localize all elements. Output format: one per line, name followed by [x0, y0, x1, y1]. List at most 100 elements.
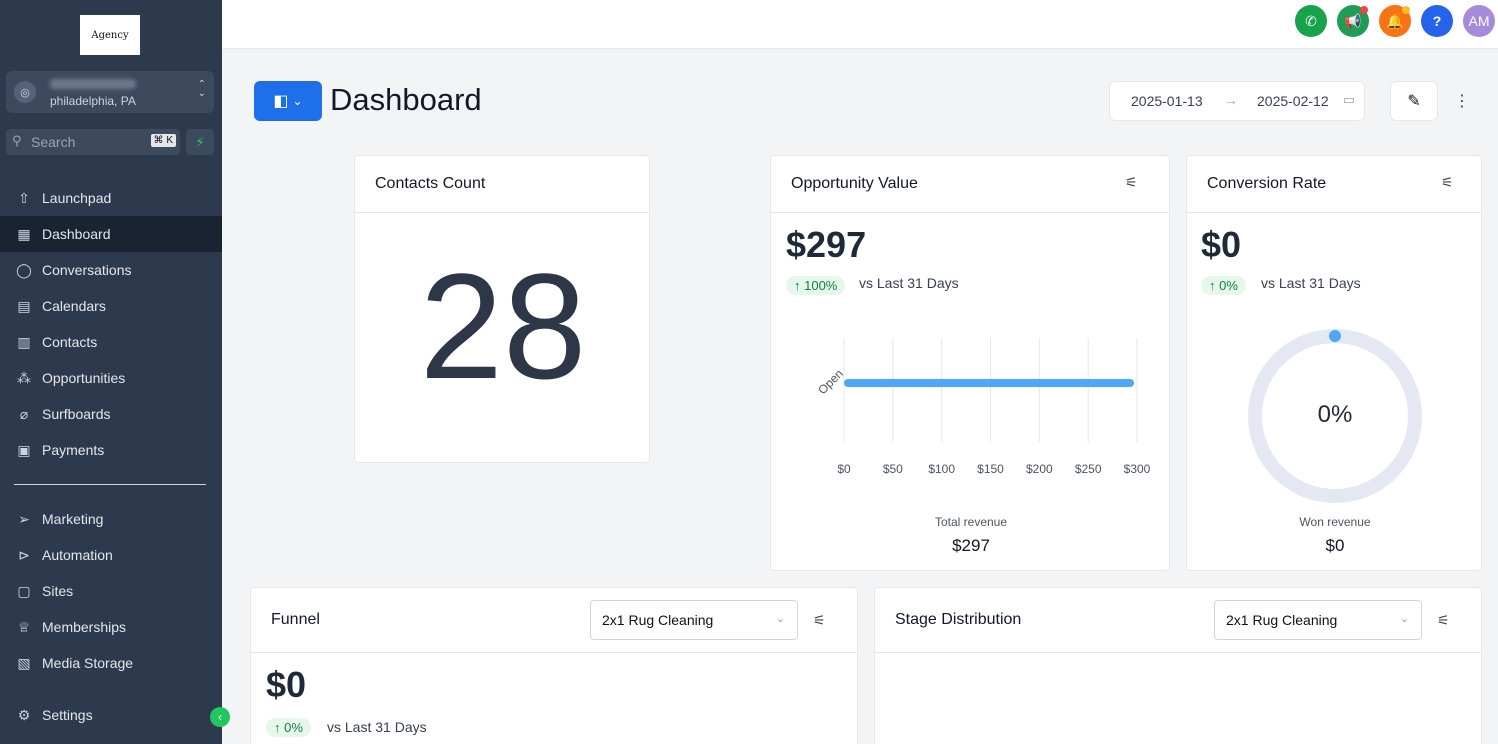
sidebar-item-contacts[interactable]: ▥ Contacts: [0, 324, 222, 360]
card-title: Contacts Count: [375, 175, 486, 192]
sidebar-item-dashboard[interactable]: ▦ Dashboard: [0, 216, 222, 252]
contacts-count-card: Contacts Count 28: [354, 155, 650, 463]
gauge-indicator: [1329, 330, 1341, 342]
opportunity-value-card: Opportunity Value ⚟ $297 ↑ 100% vs Last …: [770, 155, 1170, 571]
surfboard-icon: ⌀: [19, 405, 29, 422]
sidebar-item-label: Payments: [42, 442, 105, 458]
pipeline-select[interactable]: 2x1 Rug Cleaning ⌄: [590, 600, 798, 640]
conversion-value: $0: [1201, 224, 1242, 265]
bar-open[interactable]: [844, 379, 1135, 387]
date-start: 2025-01-13: [1131, 93, 1203, 109]
bolt-icon: ⚡: [195, 133, 205, 150]
y-category-label: Open: [815, 366, 846, 397]
sites-icon: ▢: [17, 582, 31, 599]
notification-dot: [1360, 6, 1368, 14]
chevron-updown-icon: ⌃ ⌄: [197, 79, 206, 99]
comparison-label: vs Last 31 Days: [1261, 275, 1361, 291]
layout-switcher-button[interactable]: ◧ ⌄: [254, 81, 322, 121]
comparison-label: vs Last 31 Days: [327, 719, 427, 735]
conversion-gauge: [1248, 329, 1422, 503]
opportunity-bar-chart: $0 $50 $100 $150 $200 $250 $300 Open: [815, 338, 1151, 476]
card-header: Funnel 2x1 Rug Cleaning ⌄ ⚟: [251, 588, 857, 653]
sidebar-item-payments[interactable]: ▣ Payments: [0, 432, 222, 468]
footer-value: $0: [1325, 536, 1345, 555]
location-switcher[interactable]: ◎ philadelphia, PA ⌃ ⌄: [6, 71, 214, 113]
pipeline-select[interactable]: 2x1 Rug Cleaning ⌄: [1214, 600, 1422, 640]
sidebar-item-label: Sites: [42, 583, 74, 599]
image-icon: ▧: [17, 654, 31, 671]
sidebar-item-label: Opportunities: [42, 370, 126, 386]
opportunity-value: $297: [786, 224, 867, 265]
arrow-right-icon: →: [1224, 92, 1238, 108]
contacts-count-value: 28: [419, 242, 587, 410]
calendar-icon: ▭: [1342, 92, 1355, 107]
send-icon: ➢: [18, 510, 30, 527]
phone-button[interactable]: ✆: [1295, 5, 1327, 37]
sidebar-item-launchpad[interactable]: ⇧ Launchpad: [0, 180, 222, 216]
agency-logo[interactable]: Agency: [80, 15, 140, 55]
sidebar-item-label: Automation: [42, 547, 113, 563]
collapse-sidebar-button[interactable]: ‹: [210, 707, 230, 727]
sidebar-item-media-storage[interactable]: ▧ Media Storage: [0, 645, 222, 681]
filter-settings-icon[interactable]: ⚟: [813, 612, 826, 628]
sidebar-item-automation[interactable]: ⊳ Automation: [0, 537, 222, 573]
x-tick-label: $0: [837, 462, 851, 476]
more-options-button[interactable]: ⋮: [1452, 88, 1472, 114]
filter-settings-icon[interactable]: ⚟: [1125, 174, 1138, 190]
question-icon: ?: [1432, 13, 1442, 29]
sidebar-item-sites[interactable]: ▢ Sites: [0, 573, 222, 609]
location-name-redacted: [50, 79, 136, 89]
filter-settings-icon[interactable]: ⚟: [1441, 174, 1454, 190]
card-title: Stage Distribution: [895, 611, 1022, 628]
sidebar-item-memberships[interactable]: ♕ Memberships: [0, 609, 222, 645]
sidebar: Agency ◎ philadelphia, PA ⌃ ⌄ ⚲ Search ⌘ …: [0, 0, 230, 744]
sidebar-item-marketing[interactable]: ➢ Marketing: [0, 501, 222, 537]
pencil-icon: ✎: [1407, 93, 1421, 110]
announcements-button[interactable]: 📢: [1337, 5, 1369, 37]
filter-settings-icon[interactable]: ⚟: [1437, 612, 1450, 628]
change-badge: ↑ 0%: [1201, 276, 1246, 295]
x-tick-label: $50: [883, 462, 903, 476]
avatar[interactable]: AM: [1463, 5, 1495, 37]
funnel-card: Funnel 2x1 Rug Cleaning ⌄ ⚟ $0 ↑ 0% vs L…: [250, 587, 858, 744]
quick-action-button[interactable]: ⚡: [186, 129, 214, 155]
funnel-icon: ⁂: [17, 369, 31, 386]
footer-value: $297: [952, 536, 990, 555]
sidebar-item-settings[interactable]: ⚙ Settings: [0, 697, 222, 733]
sidebar-item-label: Memberships: [42, 619, 127, 635]
help-button[interactable]: ?: [1421, 5, 1453, 37]
card-header: Contacts Count: [355, 156, 649, 213]
sidebar-item-opportunities[interactable]: ⁂ Opportunities: [0, 360, 222, 396]
chevron-left-icon: ‹: [218, 710, 222, 724]
chevron-down-icon: ⌄: [292, 94, 303, 108]
sidebar-item-calendars[interactable]: ▤ Calendars: [0, 288, 222, 324]
edit-dashboard-button[interactable]: ✎: [1390, 81, 1438, 121]
notifications-button[interactable]: 🔔: [1379, 5, 1411, 37]
search-placeholder: Search: [31, 134, 76, 150]
sidebar-divider: [14, 484, 206, 485]
sidebar-item-label: Contacts: [42, 334, 98, 350]
calendar-icon: ▤: [17, 297, 31, 314]
date-range-picker[interactable]: 2025-01-13 → 2025-02-12 ▭: [1109, 81, 1365, 121]
card-title: Funnel: [271, 611, 320, 628]
funnel-value: $0: [266, 664, 307, 705]
search-shortcut: ⌘ K: [150, 134, 176, 147]
receipt-icon: ▣: [17, 441, 31, 458]
contacts-icon: ▥: [17, 333, 31, 350]
automation-icon: ⊳: [18, 546, 30, 563]
location-icon: ◎: [14, 81, 36, 103]
x-tick-label: $200: [1026, 462, 1053, 476]
chevron-down-icon: ⌄: [775, 613, 785, 625]
sidebar-item-conversations[interactable]: ◯ Conversations: [0, 252, 222, 288]
sidebar-item-label: Media Storage: [42, 655, 134, 671]
card-title: Conversion Rate: [1207, 175, 1327, 192]
search-input[interactable]: ⚲ Search ⌘ K: [6, 129, 180, 155]
search-icon: ⚲: [12, 133, 22, 148]
gear-icon: ⚙: [17, 706, 31, 723]
layout-icon: ◧: [273, 93, 289, 110]
avatar-initials: AM: [1468, 13, 1490, 29]
sidebar-item-label: Dashboard: [42, 226, 111, 242]
x-tick-label: $300: [1124, 462, 1151, 476]
sidebar-item-surfboards[interactable]: ⌀ Surfboards: [0, 396, 222, 432]
sidebar-item-label: Surfboards: [42, 406, 111, 422]
